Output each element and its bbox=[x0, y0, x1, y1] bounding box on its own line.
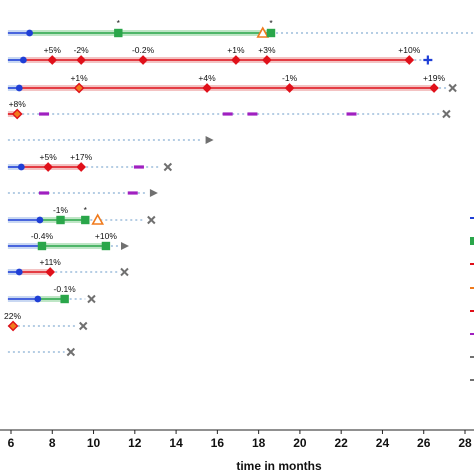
change-label: +19% bbox=[423, 73, 445, 83]
diamond-marker bbox=[404, 55, 415, 65]
change-label: 22% bbox=[4, 311, 21, 321]
diamond-marker bbox=[76, 162, 86, 172]
end-cross-marker bbox=[66, 347, 76, 357]
triangle-marker bbox=[256, 26, 270, 38]
end-cross-marker bbox=[147, 215, 156, 225]
swimmer-row: +11% bbox=[7, 257, 129, 277]
end-cross-marker bbox=[163, 162, 173, 172]
circle-marker bbox=[19, 56, 27, 64]
x-tick-label: 18 bbox=[252, 436, 266, 450]
swimmer-row: +5% +17% bbox=[7, 152, 173, 172]
circle-marker bbox=[17, 163, 25, 171]
end-arrow-marker bbox=[205, 136, 214, 144]
diamond-marker bbox=[138, 55, 148, 65]
change-label: +5% bbox=[44, 45, 62, 55]
end-arrow-marker bbox=[121, 242, 129, 250]
x-tick-label: 6 bbox=[8, 436, 15, 450]
x-tick-label: 16 bbox=[211, 436, 225, 450]
change-label: -1% bbox=[53, 205, 69, 215]
diamond-marker bbox=[45, 267, 56, 277]
x-tick-label: 14 bbox=[169, 436, 183, 450]
swimmer-row bbox=[7, 136, 214, 144]
square-marker bbox=[60, 294, 69, 304]
change-label: -0.2% bbox=[132, 45, 155, 55]
swimmer-row bbox=[7, 189, 158, 197]
square-marker bbox=[56, 215, 65, 225]
change-label: -0.4% bbox=[31, 231, 54, 241]
legend-swatch bbox=[470, 237, 474, 245]
diamond-marker bbox=[284, 83, 295, 93]
x-tick-label: 12 bbox=[128, 436, 142, 450]
change-label: +10% bbox=[95, 231, 117, 241]
square-marker bbox=[114, 28, 123, 38]
swimmer-row: +1% +4% -1% +19% bbox=[7, 73, 457, 94]
x-axis-title: time in months bbox=[236, 459, 322, 473]
swimmer-row: 22% bbox=[4, 311, 88, 332]
change-label: +10% bbox=[398, 45, 420, 55]
diamond-marker bbox=[43, 162, 53, 172]
diamond-marker bbox=[429, 83, 439, 93]
x-tick-label: 10 bbox=[87, 436, 101, 450]
swimmer-row: -0.4% +10% bbox=[7, 231, 129, 251]
legend-fragment bbox=[470, 217, 474, 381]
end-cross-marker bbox=[448, 83, 457, 93]
change-label: -0.1% bbox=[54, 284, 77, 294]
circle-marker bbox=[15, 84, 23, 92]
change-label: +1% bbox=[227, 45, 245, 55]
change-label: +3% bbox=[258, 45, 276, 55]
circle-marker bbox=[36, 216, 44, 224]
change-label: * bbox=[269, 18, 273, 28]
change-label: +17% bbox=[70, 152, 92, 162]
circle-marker bbox=[15, 268, 23, 276]
change-label: +4% bbox=[198, 73, 216, 83]
change-label: +11% bbox=[40, 257, 62, 267]
diamond-marker bbox=[262, 55, 272, 65]
change-label: +1% bbox=[70, 73, 88, 83]
end-arrow-marker bbox=[149, 189, 158, 197]
end-plus-marker bbox=[423, 55, 433, 65]
swimmer-row: * * bbox=[7, 18, 474, 38]
end-cross-marker bbox=[79, 321, 88, 331]
end-cross-marker bbox=[87, 294, 96, 304]
x-tick-label: 8 bbox=[49, 436, 56, 450]
x-tick-label: 26 bbox=[417, 436, 431, 450]
diamond-marker bbox=[11, 108, 23, 120]
change-label: -2% bbox=[74, 45, 90, 55]
change-label: * bbox=[117, 18, 121, 28]
circle-marker bbox=[26, 29, 33, 37]
swimmer-row: -1% * bbox=[7, 205, 156, 225]
swimmer-row: -0.1% bbox=[7, 284, 96, 304]
x-axis: 6 8 10 12 14 16 18 20 22 24 26 28 bbox=[0, 429, 474, 450]
swimmer-row: +8% bbox=[7, 99, 451, 120]
x-tick-label: 20 bbox=[293, 436, 307, 450]
change-label: +5% bbox=[40, 152, 58, 162]
square-marker bbox=[81, 215, 90, 225]
diamond-marker bbox=[202, 83, 212, 93]
swimmer-row bbox=[7, 347, 76, 357]
square-marker bbox=[37, 241, 47, 251]
diamond-marker bbox=[73, 82, 85, 94]
swimmer-rows: * *+5% -2% -0.2% +1% +3% +10%+1% +4% -1% +19%+8%+… bbox=[4, 18, 474, 357]
change-label: +8% bbox=[9, 99, 27, 109]
end-cross-marker bbox=[120, 267, 129, 277]
diamond-marker bbox=[231, 55, 241, 65]
diamond-marker bbox=[7, 320, 19, 332]
diamond-marker bbox=[76, 55, 86, 65]
circle-marker bbox=[34, 295, 42, 303]
end-cross-marker bbox=[442, 109, 451, 119]
square-marker bbox=[266, 28, 276, 38]
triangle-marker bbox=[91, 213, 105, 225]
x-tick-label: 28 bbox=[458, 436, 472, 450]
change-label: * bbox=[84, 205, 88, 215]
x-tick-label: 22 bbox=[335, 436, 349, 450]
change-label: -1% bbox=[282, 73, 298, 83]
square-marker bbox=[101, 241, 111, 251]
swimmer-row: +5% -2% -0.2% +1% +3% +10% bbox=[7, 45, 433, 65]
diamond-marker bbox=[47, 55, 58, 65]
x-tick-label: 24 bbox=[376, 436, 390, 450]
